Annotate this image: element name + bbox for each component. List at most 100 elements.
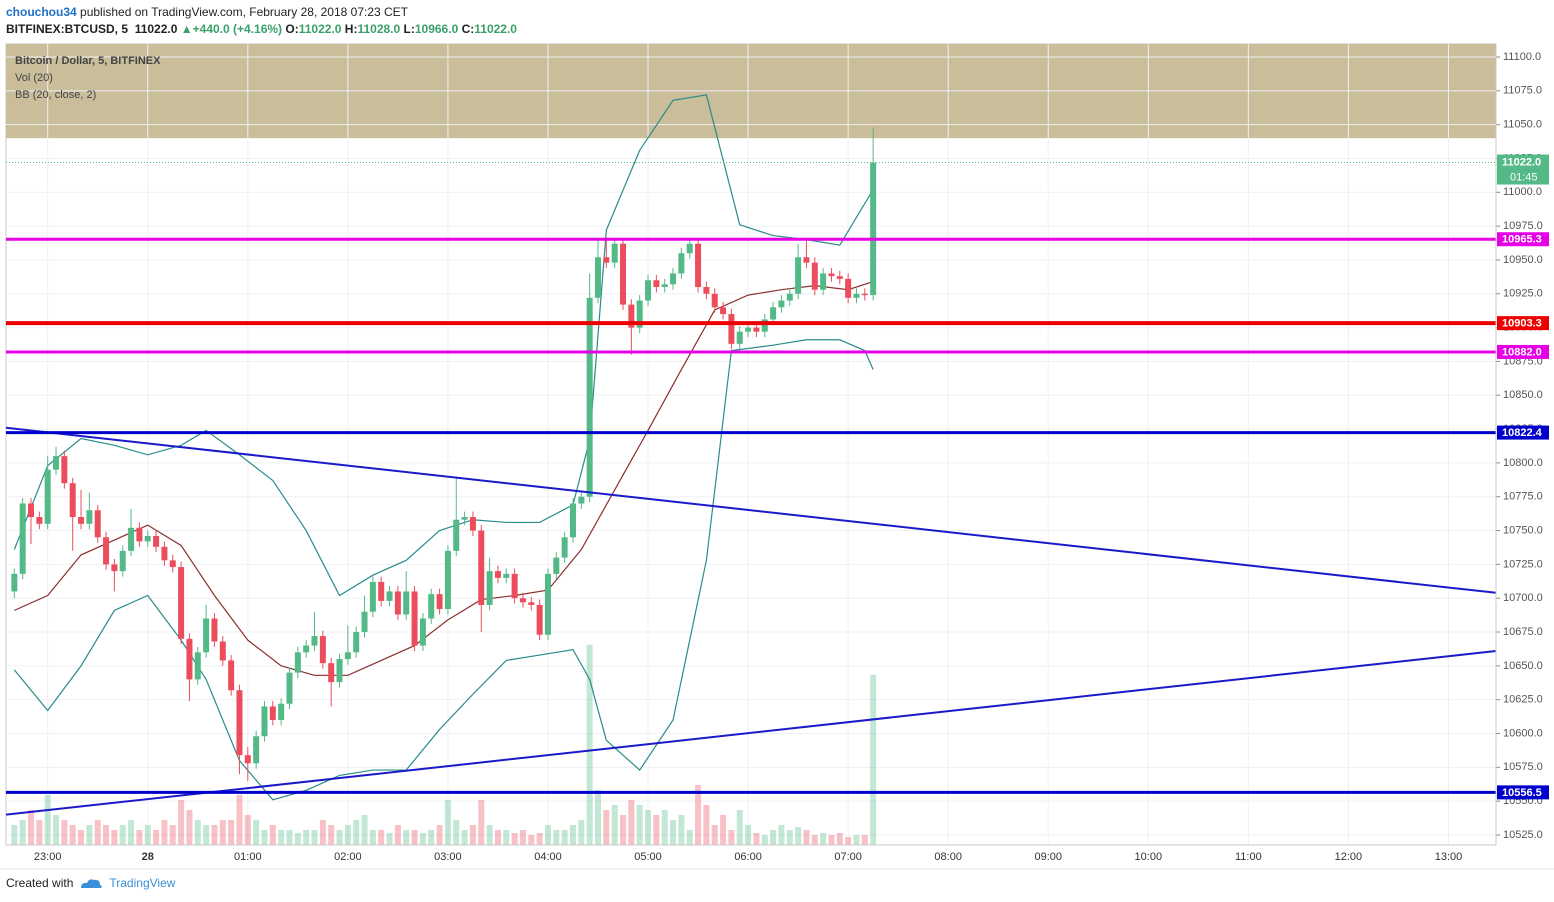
volume-bar xyxy=(78,829,85,845)
candle-body xyxy=(194,652,201,680)
volume-bar xyxy=(178,799,185,845)
candle-body xyxy=(253,736,260,764)
volume-bar xyxy=(261,829,268,845)
volume-bar xyxy=(811,834,818,845)
y-tick-label: 10525.0 xyxy=(1503,829,1543,841)
candle-body xyxy=(553,557,560,574)
x-tick-label: 01:00 xyxy=(234,851,262,863)
volume-bar xyxy=(394,824,401,845)
x-tick-label: 04:00 xyxy=(534,851,562,863)
candle-body xyxy=(586,297,593,497)
plot: Bitcoin / Dollar, 5, BITFINEX Vol (20) BB … xyxy=(6,44,1496,845)
x-tick-label: 08:00 xyxy=(934,851,962,863)
candle-body xyxy=(153,535,160,547)
candle-body xyxy=(645,280,652,301)
candle-body xyxy=(845,278,852,298)
level-tag-label: 10965.3 xyxy=(1502,234,1542,246)
publish-line: chouchou34 published on TradingView.com,… xyxy=(6,4,517,21)
level-tag xyxy=(1497,425,1549,440)
volume-bar xyxy=(128,819,135,845)
x-tick-label: 06:00 xyxy=(734,851,762,863)
volume-bar xyxy=(386,832,393,845)
change: +440.0 (+4.16%) xyxy=(192,22,283,36)
candle-body xyxy=(770,307,777,320)
volume-bar xyxy=(353,819,360,845)
y-tick-label: 11100.0 xyxy=(1503,51,1541,63)
last-price-label: 11022.0 xyxy=(1502,156,1541,168)
volume-bar xyxy=(478,799,485,845)
candle-body xyxy=(720,307,727,315)
candle-body xyxy=(86,510,93,524)
footer: Created with TradingView xyxy=(6,876,175,890)
candle-body xyxy=(61,456,68,484)
candle-body xyxy=(203,618,210,653)
candle-body xyxy=(53,456,60,470)
volume-bar xyxy=(378,829,385,845)
candle-body xyxy=(461,517,468,520)
volume-bar xyxy=(745,824,752,845)
candle-body xyxy=(144,535,151,542)
author[interactable]: chouchou34 xyxy=(6,5,77,19)
volume-bar xyxy=(861,834,868,845)
y-tick-label: 10650.0 xyxy=(1503,660,1543,672)
volume-bar xyxy=(311,829,318,845)
volume-bar xyxy=(361,814,368,845)
candle-body xyxy=(636,300,643,328)
volume-bar xyxy=(670,819,677,845)
candle-body xyxy=(820,273,827,290)
candle-body xyxy=(278,703,285,720)
candle-body xyxy=(736,331,743,344)
x-tick-label: 13:00 xyxy=(1435,851,1463,863)
volume-bar xyxy=(244,814,251,845)
volume-bar xyxy=(203,824,210,845)
candle-body xyxy=(294,652,301,673)
volume-bar xyxy=(636,804,643,845)
legend-entry: Vol (20) xyxy=(15,72,53,84)
y-tick-label: 10925.0 xyxy=(1503,288,1543,300)
volume-bar xyxy=(753,832,760,845)
candle-body xyxy=(44,469,51,524)
ohlc-value: 11022.0 xyxy=(474,22,517,36)
candle-body xyxy=(261,706,268,737)
candle-body xyxy=(711,293,718,308)
candle-body xyxy=(219,641,226,661)
brand[interactable]: TradingView xyxy=(109,876,176,890)
volume-bar xyxy=(578,819,585,845)
volume-bar xyxy=(511,832,518,845)
volume-bar xyxy=(603,809,610,845)
volume-bar xyxy=(161,819,168,845)
candle-body xyxy=(169,560,176,568)
volume-bar xyxy=(219,819,226,845)
candle-body xyxy=(870,162,877,296)
countdown: 01:45 xyxy=(1510,171,1538,183)
candle-body xyxy=(378,581,385,601)
ohlc-value: 10966.0 xyxy=(414,22,459,36)
candle-body xyxy=(269,706,276,720)
level-tag-label: 10882.0 xyxy=(1502,346,1542,358)
candle-body xyxy=(328,663,335,683)
y-tick-label: 10725.0 xyxy=(1503,558,1543,570)
y-tick-label: 10950.0 xyxy=(1503,254,1543,266)
volume-bar xyxy=(720,814,727,845)
candle-body xyxy=(361,611,368,633)
ohlc-label: H: xyxy=(344,22,358,36)
volume-bar xyxy=(469,824,476,845)
candle-body xyxy=(36,517,43,524)
candle-body xyxy=(303,645,310,653)
candle-body xyxy=(519,598,526,603)
candle-body xyxy=(670,273,677,285)
volume-bar xyxy=(53,814,60,845)
candle-body xyxy=(369,581,376,612)
volume-bar xyxy=(319,819,326,845)
x-tick-label: 02:00 xyxy=(334,851,362,863)
y-tick-label: 11075.0 xyxy=(1503,85,1542,97)
volume-bar xyxy=(494,829,501,845)
axis-background xyxy=(0,868,1554,870)
volume-bar xyxy=(278,829,285,845)
volume-bar xyxy=(136,829,143,845)
plot-area xyxy=(5,43,1497,846)
candle-body xyxy=(861,293,868,296)
volume-bar xyxy=(369,829,376,845)
candle-body xyxy=(611,243,618,263)
